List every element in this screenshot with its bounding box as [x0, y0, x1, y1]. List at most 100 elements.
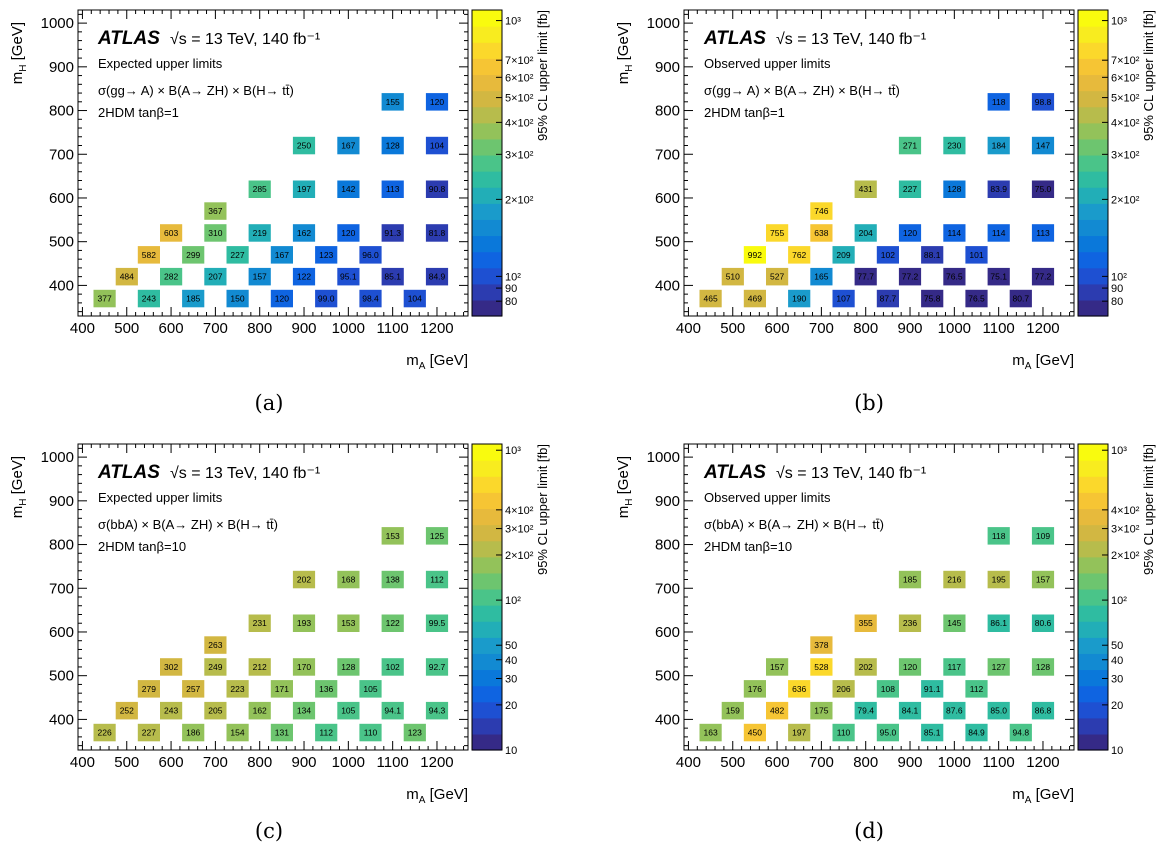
- cell-value-label: 377: [98, 294, 112, 304]
- colorbar-segment: [472, 251, 502, 269]
- heatmap-cell: [403, 723, 426, 742]
- heatmap-cell: [699, 723, 722, 742]
- cell-value-label: 95.1: [340, 272, 357, 282]
- cell-value-label: 147: [1036, 141, 1050, 151]
- cell-value-label: 127: [992, 662, 1006, 672]
- y-tick-label: 500: [49, 668, 74, 685]
- colorbar-tick-label: 4×10²: [505, 505, 534, 517]
- cell-value-label: 77.2: [902, 272, 919, 282]
- heatmap-cell: [315, 680, 338, 698]
- y-axis-title: mH [GeV]: [615, 22, 635, 84]
- colorbar-tick-label: 10³: [505, 16, 521, 28]
- heatmap-cell: [1009, 723, 1032, 742]
- colorbar-segment: [1078, 74, 1108, 92]
- heatmap-cell: [337, 570, 360, 589]
- x-tick-label: 900: [292, 320, 317, 337]
- cell-value-label: 95.0: [880, 728, 897, 738]
- heatmap-cell: [766, 701, 789, 720]
- colorbar-segment: [1078, 460, 1108, 477]
- cell-value-label: 109: [1036, 531, 1050, 541]
- y-tick-label: 900: [49, 59, 74, 76]
- energy-lumi-label: √s = 13 TeV, 140 fb⁻¹: [170, 31, 320, 48]
- heatmap-cell: [226, 246, 249, 264]
- heatmap-cell: [425, 267, 449, 286]
- colorbar-segment: [1078, 138, 1108, 156]
- y-tick-label: 1000: [647, 449, 680, 466]
- heatmap-cell: [381, 224, 404, 242]
- cell-value-label: 131: [275, 728, 289, 738]
- colorbar-segment: [1078, 508, 1108, 526]
- colorbar-segment: [472, 717, 502, 735]
- heatmap-cell: [987, 180, 1010, 198]
- heatmap-cell: [182, 680, 205, 698]
- x-tick-label: 900: [898, 754, 923, 771]
- cell-value-label: 87.7: [880, 294, 897, 304]
- cell-value-label: 762: [792, 250, 806, 260]
- heatmap-cell: [292, 224, 316, 242]
- colorbar-segment: [472, 138, 502, 156]
- heatmap-cell: [248, 180, 271, 198]
- heatmap-cell: [425, 658, 449, 676]
- colorbar-tick-label: 2×10²: [505, 550, 534, 562]
- cell-value-label: 746: [814, 206, 828, 216]
- heatmap-cell: [876, 680, 899, 698]
- cell-value-label: 482: [770, 706, 784, 716]
- colorbar-segment: [1078, 58, 1108, 76]
- cell-value-label: 367: [208, 206, 222, 216]
- heatmap-cell: [425, 136, 449, 155]
- heatmap-cell: [965, 246, 988, 264]
- heatmap-cell: [1031, 136, 1055, 155]
- heatmap-cell: [137, 289, 160, 308]
- cell-value-label: 226: [98, 728, 112, 738]
- y-tick-label: 800: [49, 537, 74, 554]
- heatmap-cell: [1031, 570, 1055, 589]
- colorbar-tick-label: 6×10²: [505, 72, 534, 84]
- colorbar-segment: [472, 701, 502, 719]
- cell-value-label: 123: [408, 728, 422, 738]
- x-tick-label: 1200: [420, 754, 453, 771]
- heatmap-cell: [292, 267, 316, 286]
- x-tick-label: 600: [159, 754, 184, 771]
- heatmap-cell: [160, 267, 183, 286]
- y-tick-label: 1000: [647, 15, 680, 32]
- x-tick-label: 1200: [1026, 320, 1059, 337]
- cell-value-label: 250: [297, 141, 311, 151]
- cell-value-label: 197: [792, 728, 806, 738]
- heatmap-cell: [854, 180, 877, 198]
- colorbar-segment: [1078, 283, 1108, 301]
- colorbar-tick-label: 20: [1111, 700, 1123, 712]
- colorbar-tick-label: 2×10²: [1111, 194, 1140, 206]
- colorbar-segment: [1078, 476, 1108, 493]
- heatmap-cell: [204, 224, 227, 242]
- model-label: 2HDM tanβ=10: [98, 539, 186, 554]
- colorbar-tick-label: 10³: [505, 445, 521, 457]
- heatmap-cell: [876, 723, 899, 742]
- colorbar-tick-label: 4×10²: [505, 117, 534, 129]
- heatmap-cell: [270, 246, 293, 264]
- colorbar-segment: [1078, 701, 1108, 719]
- colorbar-segment: [472, 154, 502, 172]
- heatmap-cell: [832, 289, 855, 308]
- colorbar-tick-label: 80: [1111, 296, 1123, 308]
- colorbar-segment: [472, 58, 502, 76]
- colorbar-segment: [472, 90, 502, 108]
- colorbar-segment: [1078, 235, 1108, 253]
- heatmap-cell: [248, 658, 271, 676]
- cell-value-label: 193: [297, 618, 311, 628]
- heatmap-cell: [987, 136, 1010, 155]
- heatmap-cell: [921, 680, 944, 698]
- x-tick-label: 700: [809, 320, 834, 337]
- cell-value-label: 85.1: [384, 272, 401, 282]
- colorbar-segment: [1078, 572, 1108, 590]
- heatmap-cell: [832, 680, 855, 698]
- colorbar-tick-label: 3×10²: [505, 524, 534, 536]
- cell-value-label: 167: [275, 250, 289, 260]
- colorbar-segment: [1078, 267, 1108, 285]
- cell-value-label: 86.8: [1035, 706, 1052, 716]
- heatmap-cell: [965, 680, 988, 698]
- cell-value-label: 112: [319, 728, 333, 738]
- cell-value-label: 219: [253, 228, 267, 238]
- y-tick-label: 1000: [41, 449, 74, 466]
- heatmap-cell: [898, 658, 922, 676]
